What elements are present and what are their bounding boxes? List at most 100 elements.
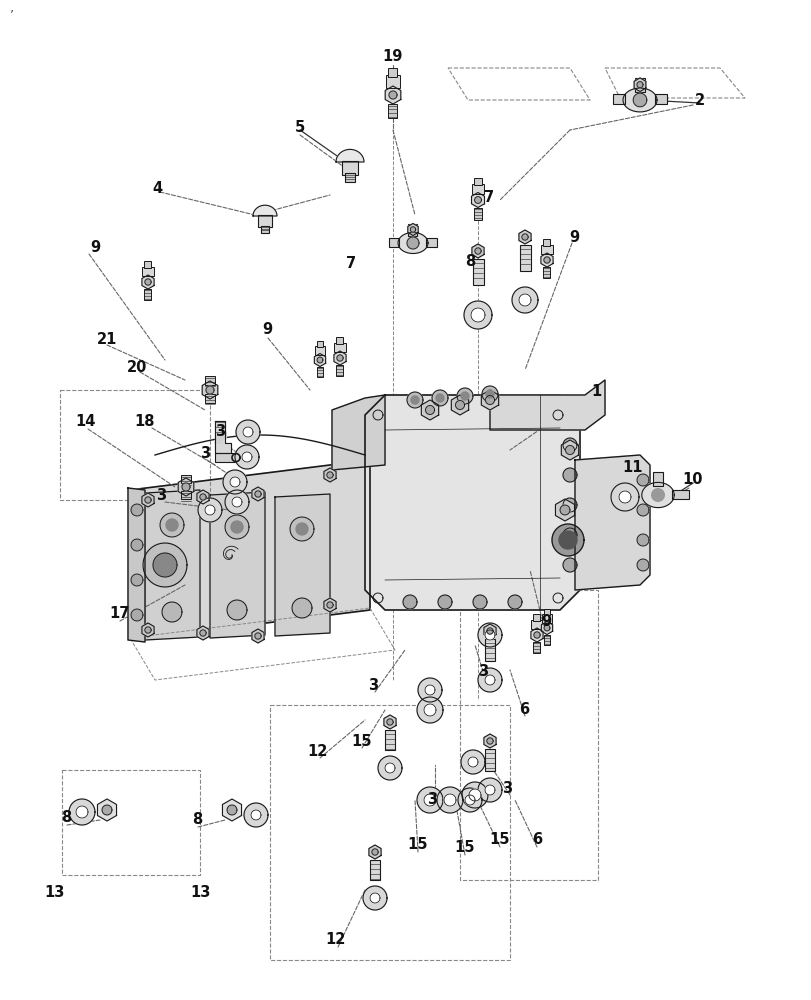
Polygon shape — [198, 498, 221, 522]
Bar — [388, 238, 399, 247]
Polygon shape — [142, 623, 154, 637]
Polygon shape — [223, 470, 247, 494]
Polygon shape — [610, 483, 638, 511]
Polygon shape — [406, 392, 423, 408]
Text: 6: 6 — [531, 832, 542, 847]
Text: 15: 15 — [489, 832, 509, 847]
Polygon shape — [637, 559, 648, 571]
Polygon shape — [182, 483, 190, 491]
Text: 12: 12 — [307, 744, 328, 758]
Polygon shape — [508, 595, 521, 609]
Polygon shape — [564, 446, 574, 454]
Polygon shape — [461, 750, 484, 774]
Polygon shape — [251, 810, 260, 820]
Text: 6: 6 — [518, 702, 529, 718]
Text: 4: 4 — [152, 181, 162, 196]
Bar — [530, 620, 542, 629]
Polygon shape — [200, 494, 206, 500]
Bar — [336, 337, 343, 344]
Polygon shape — [144, 279, 151, 285]
Text: 8: 8 — [191, 812, 202, 827]
Bar — [543, 267, 550, 278]
Polygon shape — [386, 719, 393, 725]
Polygon shape — [483, 624, 496, 638]
Polygon shape — [402, 595, 417, 609]
Polygon shape — [215, 421, 231, 453]
Polygon shape — [437, 595, 452, 609]
Polygon shape — [410, 227, 415, 232]
Bar — [543, 608, 550, 615]
Polygon shape — [290, 517, 314, 541]
Polygon shape — [465, 795, 474, 805]
Polygon shape — [463, 301, 491, 329]
Polygon shape — [562, 468, 577, 482]
Polygon shape — [418, 678, 441, 702]
Polygon shape — [484, 785, 495, 795]
Polygon shape — [485, 396, 494, 404]
Polygon shape — [478, 778, 501, 802]
Polygon shape — [473, 595, 487, 609]
Bar — [215, 453, 236, 462]
Text: 15: 15 — [407, 837, 427, 852]
Polygon shape — [469, 789, 480, 801]
Polygon shape — [521, 234, 527, 240]
Polygon shape — [227, 600, 247, 620]
Bar — [315, 346, 324, 355]
Bar — [471, 184, 483, 194]
Polygon shape — [636, 82, 642, 88]
Polygon shape — [242, 427, 253, 437]
Text: 7: 7 — [483, 190, 493, 205]
Polygon shape — [562, 558, 577, 572]
Polygon shape — [370, 893, 380, 903]
Polygon shape — [618, 491, 630, 503]
Text: 9: 9 — [569, 230, 578, 244]
Polygon shape — [637, 504, 648, 516]
Bar — [474, 178, 481, 185]
Polygon shape — [541, 621, 552, 635]
Polygon shape — [69, 799, 95, 825]
Polygon shape — [423, 794, 436, 806]
Polygon shape — [388, 91, 397, 99]
Polygon shape — [470, 308, 484, 322]
Polygon shape — [487, 738, 492, 744]
Bar — [345, 173, 354, 182]
Bar — [341, 161, 358, 175]
Polygon shape — [234, 445, 259, 469]
Polygon shape — [131, 504, 143, 516]
Polygon shape — [97, 799, 117, 821]
Text: 3: 3 — [200, 446, 210, 462]
Polygon shape — [474, 197, 481, 203]
Text: 8: 8 — [61, 810, 71, 825]
Polygon shape — [222, 799, 241, 821]
Polygon shape — [444, 794, 456, 806]
Polygon shape — [152, 553, 177, 577]
Polygon shape — [425, 406, 434, 414]
Polygon shape — [384, 715, 396, 729]
Text: 9: 9 — [90, 240, 100, 255]
Polygon shape — [558, 531, 577, 549]
Polygon shape — [431, 390, 448, 406]
Polygon shape — [76, 806, 88, 818]
Bar — [204, 376, 215, 385]
Polygon shape — [333, 351, 345, 365]
Bar — [181, 475, 191, 483]
Bar — [484, 639, 495, 661]
Polygon shape — [142, 493, 154, 507]
Polygon shape — [204, 505, 215, 515]
Text: 3: 3 — [501, 781, 512, 796]
Polygon shape — [131, 574, 143, 586]
Text: 8: 8 — [465, 253, 474, 268]
Bar — [474, 208, 481, 220]
Polygon shape — [543, 257, 550, 263]
Polygon shape — [178, 478, 194, 496]
Bar — [652, 472, 663, 486]
Polygon shape — [423, 704, 436, 716]
Text: 19: 19 — [382, 49, 403, 64]
Bar — [384, 730, 394, 750]
Bar — [408, 224, 417, 235]
Polygon shape — [478, 668, 501, 692]
Polygon shape — [406, 237, 418, 249]
Bar — [541, 614, 551, 623]
Bar — [388, 68, 397, 77]
Text: 15: 15 — [351, 734, 371, 748]
